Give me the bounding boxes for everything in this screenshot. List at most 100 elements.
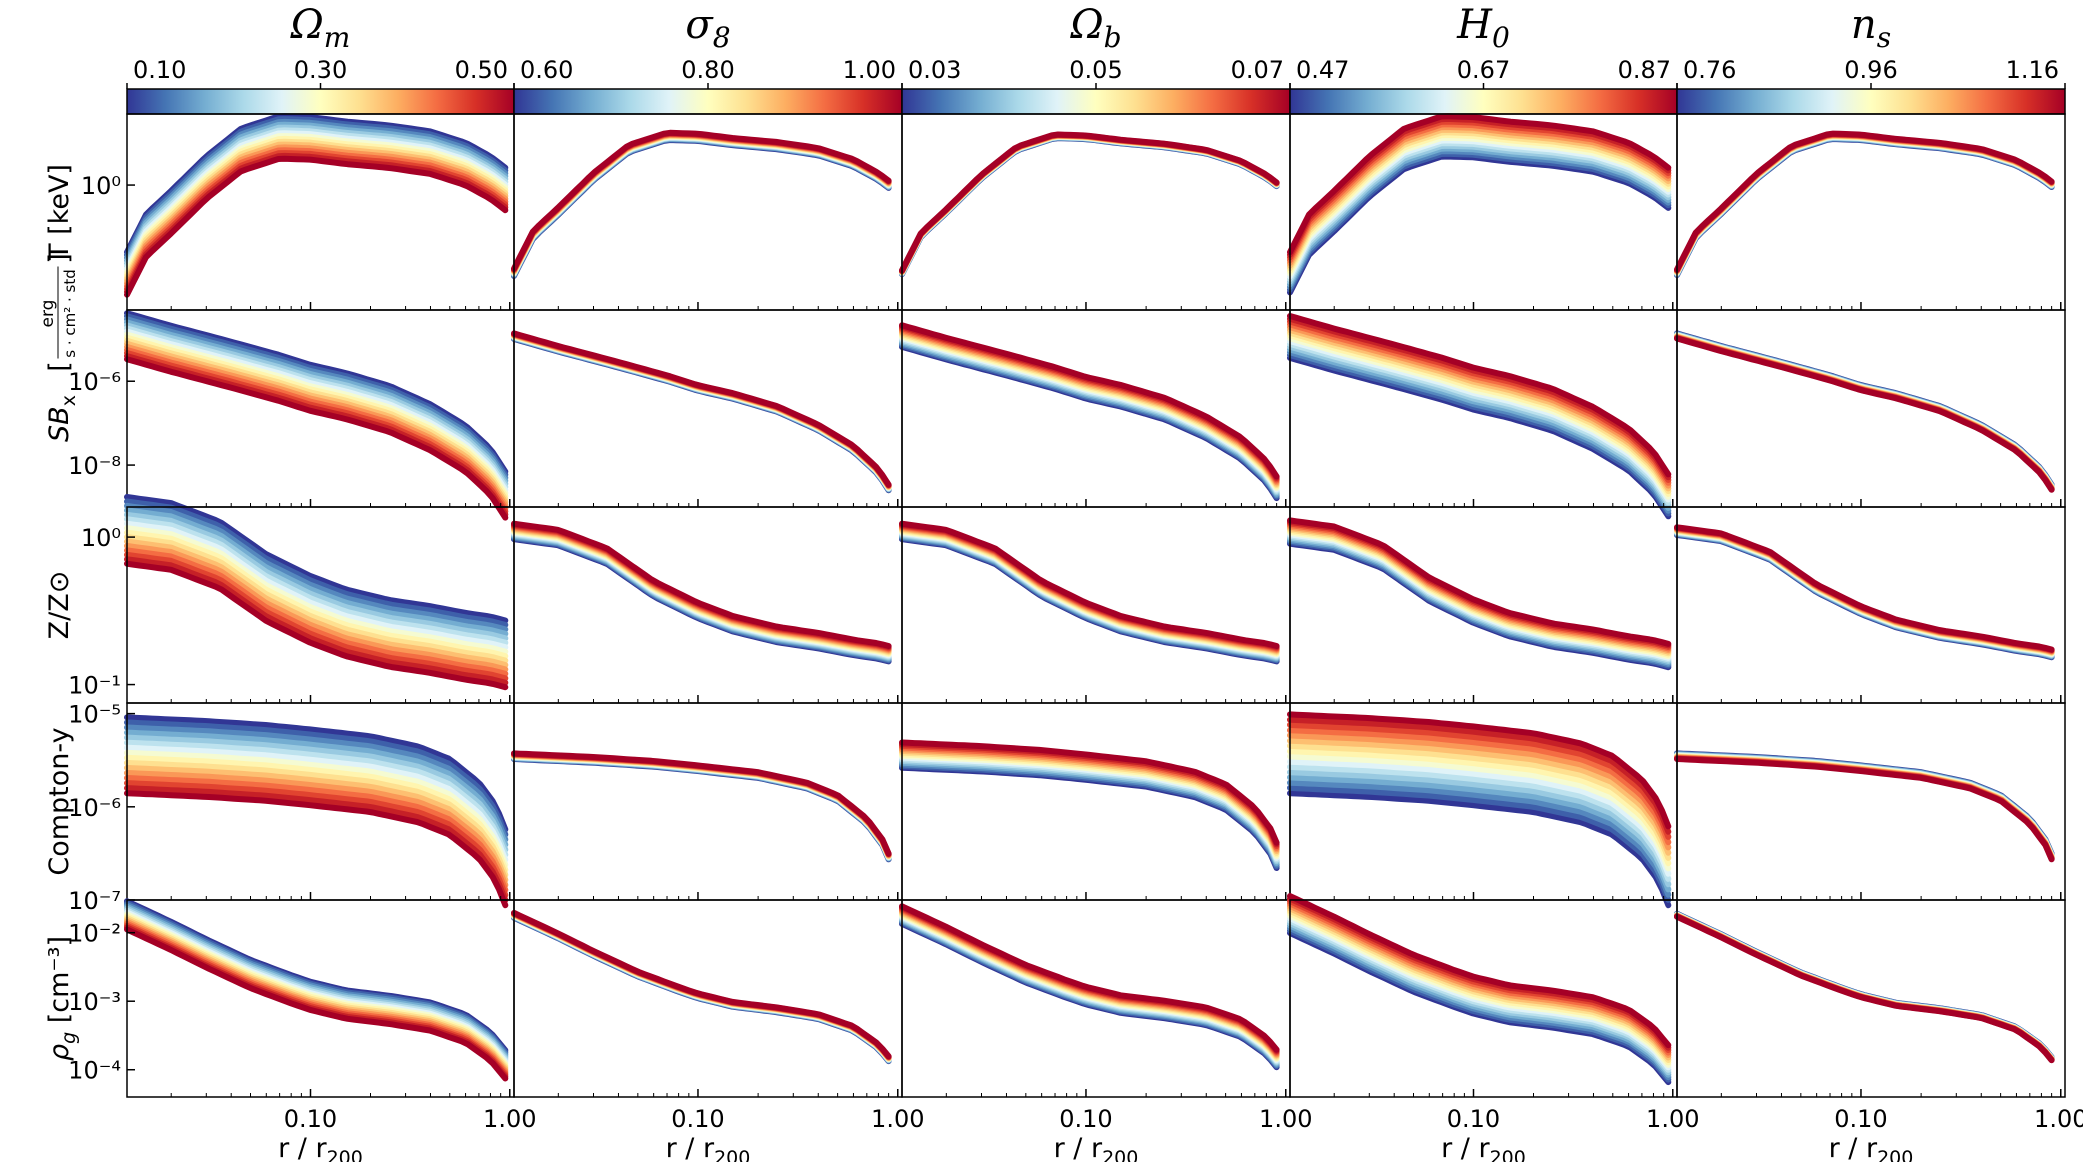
series-line xyxy=(124,511,509,642)
x-tick-label: 0.10 xyxy=(284,1105,337,1133)
series-line xyxy=(124,714,509,833)
y-label-denominator: s · cm² · std xyxy=(61,269,79,358)
series-line xyxy=(899,131,1280,274)
panel-SBx-s xyxy=(1674,309,2066,508)
y-axis-label-text: T [keV] xyxy=(44,164,75,261)
y-axis-label-T: T [keV] xyxy=(44,164,75,261)
series-line xyxy=(124,764,509,883)
panel-T-m xyxy=(124,113,515,311)
panel-Z-8 xyxy=(511,506,903,704)
series-line xyxy=(899,759,1280,866)
bracket-right: ] xyxy=(44,253,75,264)
series-line xyxy=(124,560,509,691)
series-line xyxy=(1674,335,2055,493)
series-line xyxy=(511,911,892,1061)
series-line xyxy=(511,332,892,490)
x-tick-label: 0.10 xyxy=(1834,1105,1887,1133)
colorbar-tick-label: 0.47 xyxy=(1296,56,1349,84)
panel-T-b xyxy=(899,113,1291,311)
series-line xyxy=(511,752,892,859)
series-line xyxy=(1674,910,2055,1061)
series-line xyxy=(511,754,892,862)
series-line xyxy=(899,322,1280,480)
series-line xyxy=(124,516,509,646)
colorbar-tick-label: 0.60 xyxy=(520,56,573,84)
series-line xyxy=(511,751,892,858)
panel-T-8 xyxy=(511,113,903,311)
y-label-numerator: erg xyxy=(38,300,58,328)
y-tick-label: 10⁻⁵ xyxy=(68,701,121,729)
series-line xyxy=(1674,911,2055,1062)
x-tick-label: 1.00 xyxy=(1646,1105,1699,1133)
series-line xyxy=(511,333,892,491)
series-line xyxy=(124,729,509,848)
colorbar-tick-label: 0.30 xyxy=(294,56,347,84)
panel-frame xyxy=(513,309,903,508)
series-line xyxy=(511,755,892,862)
series-line xyxy=(899,739,1280,846)
series-line xyxy=(1674,528,2055,658)
colorbar-tick-label: 0.80 xyxy=(681,56,734,84)
x-tick-label: 0.10 xyxy=(1447,1105,1500,1133)
series-line xyxy=(1674,524,2055,653)
series-line xyxy=(511,753,892,860)
series-line xyxy=(1287,711,1672,830)
series-line xyxy=(1287,727,1672,846)
series-line xyxy=(1674,334,2055,492)
series-line xyxy=(1287,758,1672,877)
series-line xyxy=(511,755,892,862)
series-line xyxy=(124,739,509,858)
y-tick-label: 10⁻⁶ xyxy=(68,368,121,396)
series-line xyxy=(1287,737,1672,856)
x-axis-label: r / r200 xyxy=(1054,1133,1139,1162)
panel-rho_g-b xyxy=(899,899,1291,1098)
x-tick-label: 1.00 xyxy=(1259,1105,1312,1133)
y-tick-label: 10⁰ xyxy=(81,172,121,200)
series-line xyxy=(124,155,509,298)
y-axis-label-Z: Z/Z⊙ xyxy=(44,571,75,640)
panel-T-0 xyxy=(1287,113,1678,311)
series-line xyxy=(511,335,892,493)
panel-Z-m xyxy=(124,494,515,704)
series-line xyxy=(511,909,892,1060)
colorbar-tick-label: 1.00 xyxy=(843,56,896,84)
y-axis-label-text: Z/Z⊙ xyxy=(44,571,75,640)
panel-T-s xyxy=(1674,113,2066,311)
series-line xyxy=(511,335,892,493)
series-line xyxy=(1674,333,2055,491)
series-line xyxy=(1287,779,1672,898)
series-line xyxy=(1287,742,1672,861)
colorbar-tick-label: 1.16 xyxy=(2006,56,2059,84)
colorbar-tick-label: 0.03 xyxy=(908,56,961,84)
series-line xyxy=(511,332,892,490)
series-line xyxy=(899,520,1280,649)
series-line xyxy=(124,529,509,660)
y-tick-label: 10⁻⁸ xyxy=(68,452,121,480)
y-tick-label: 10⁻² xyxy=(68,920,121,948)
y-tick-label: 10⁻¹ xyxy=(68,672,121,700)
series-line xyxy=(124,759,509,878)
colorbar-0 xyxy=(1289,88,1678,115)
panel-y-8 xyxy=(511,702,903,901)
panel-frame xyxy=(901,113,1291,311)
series-line xyxy=(511,330,892,488)
series-line xyxy=(124,547,509,677)
series-line xyxy=(1287,313,1672,478)
series-line xyxy=(124,724,509,843)
series-line xyxy=(1287,753,1672,872)
series-line xyxy=(1287,790,1672,909)
series-line xyxy=(1674,527,2055,657)
series-line xyxy=(1287,774,1672,893)
series-line xyxy=(1674,911,2055,1062)
series-line xyxy=(511,910,892,1060)
x-tick-label: 1.00 xyxy=(2034,1105,2083,1133)
series-line xyxy=(124,556,509,686)
series-line xyxy=(899,342,1280,500)
series-line xyxy=(1674,332,2055,490)
y-tick-label: 10⁻⁶ xyxy=(68,794,121,822)
panel-frame xyxy=(1676,899,2066,1098)
panel-y-m xyxy=(124,702,515,909)
series-line xyxy=(1674,331,2055,489)
panel-y-0 xyxy=(1287,702,1678,909)
series-line xyxy=(511,753,892,860)
